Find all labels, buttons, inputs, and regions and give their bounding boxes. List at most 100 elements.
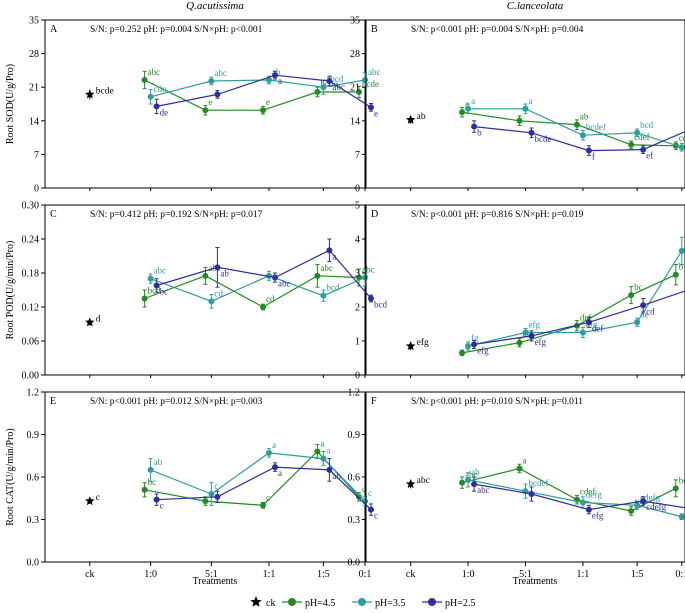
data-point — [368, 295, 374, 302]
data-point — [202, 107, 209, 114]
panel-letter: F — [371, 396, 377, 407]
series-pH=3.5: aabcdefbcddef — [465, 96, 685, 152]
data-point — [459, 109, 466, 116]
y-tick-label: 0.3 — [348, 515, 361, 526]
data-point — [326, 77, 333, 84]
significance-letter: defg — [586, 490, 602, 500]
data-point — [260, 304, 266, 310]
data-point — [471, 481, 478, 488]
y-tick-label: 0 — [355, 371, 360, 382]
significance-letter: a — [471, 96, 475, 106]
y-tick-label: 0.3 — [27, 515, 40, 526]
legend-item-pH=2.5: pH=2.5 — [422, 598, 475, 609]
significance-letter: ab — [580, 112, 589, 122]
series-pH=2.5: efgefgdefcdbc — [471, 288, 685, 355]
data-point — [640, 302, 647, 309]
data-point — [368, 506, 374, 513]
data-point — [585, 319, 592, 326]
significance-letter: e — [208, 97, 212, 107]
data-point — [573, 121, 580, 128]
significance-letter: efg — [586, 320, 598, 330]
x-axis-titles: Treatments Treatments — [193, 576, 558, 587]
data-point — [634, 319, 641, 326]
panel-stats: S/N: p<0.001 pH: p=0.012 S/N×pH: p=0.003 — [90, 397, 263, 407]
ck-letter: efg — [417, 337, 429, 348]
data-point — [356, 493, 362, 500]
data-point — [628, 508, 635, 514]
data-point — [208, 491, 215, 497]
data-point — [362, 77, 368, 83]
data-point — [640, 498, 647, 505]
data-point — [528, 129, 535, 136]
y-tick-label: 28 — [29, 49, 39, 60]
data-point — [678, 513, 685, 520]
legend-marker — [358, 598, 366, 606]
significance-letter: bcd — [640, 120, 653, 130]
significance-letter: abc — [320, 263, 333, 273]
data-point — [208, 77, 215, 84]
y-tick-label: 14 — [350, 116, 360, 127]
data-point — [266, 77, 272, 83]
data-point — [314, 89, 321, 95]
y-axis-label: Root SOD(U/g/Pro) — [5, 64, 16, 144]
data-point — [214, 493, 221, 500]
significance-letter: bcd — [679, 475, 685, 485]
y-tick-label: 0.12 — [22, 303, 40, 314]
panel-frame — [44, 19, 366, 189]
ck-letter: abc — [417, 476, 430, 486]
column-title-left: Q.acutissima — [186, 0, 244, 12]
legend-star — [250, 596, 262, 607]
data-point — [672, 271, 679, 278]
significance-letter: a — [326, 446, 330, 456]
y-tick-label: 3 — [355, 269, 360, 280]
data-point — [272, 72, 278, 79]
data-point — [260, 502, 266, 509]
panel-F: F S/N: p<0.001 pH: p=0.010 S/N×pH: p=0.01… — [348, 388, 685, 580]
data-point — [314, 272, 321, 279]
data-point — [260, 107, 266, 114]
legend-item-pH=3.5: pH=3.5 — [352, 598, 405, 609]
y-tick-label: 0.30 — [22, 201, 40, 212]
series-pH=3.5: abbcdefdefgcdefgg — [465, 467, 685, 520]
panel-frame — [44, 391, 366, 563]
significance-letter: a — [332, 251, 336, 261]
y-tick-label: 7 — [355, 150, 360, 161]
series-pH=2.5: c a ab c — [153, 458, 378, 521]
significance-letter: efg — [535, 337, 547, 347]
panel-stats: S/N: p<0.001 pH: p=0.010 S/N×pH: p=0.011 — [411, 397, 583, 407]
series-pH=2.5: bc ab abc a bcd — [153, 238, 387, 310]
data-point — [465, 105, 472, 112]
y-tick-label: 21 — [350, 83, 360, 94]
panel-E: E S/N: p<0.001 pH: p=0.012 S/N×pH: p=0.00… — [5, 388, 378, 581]
x-axis-title-right: Treatments — [513, 576, 558, 587]
y-tick-label: 4 — [355, 235, 360, 246]
panel-letter: A — [50, 24, 58, 35]
column-titles: Q.acutissima C.lanceolata — [186, 0, 564, 12]
data-point — [522, 105, 529, 112]
significance-letter: ef — [646, 151, 653, 161]
data-point — [585, 147, 592, 154]
significance-letter: b — [679, 262, 684, 272]
series-line — [467, 250, 683, 347]
y-tick-label: 35 — [29, 16, 39, 27]
data-point — [202, 272, 209, 279]
data-point — [141, 77, 148, 83]
significance-letter: bcde — [362, 79, 379, 89]
y-tick-label: 0.06 — [22, 337, 40, 348]
data-point — [471, 123, 478, 130]
significance-letter: abc — [214, 68, 227, 78]
data-point — [147, 466, 154, 473]
y-tick-label: 0.0 — [27, 558, 40, 569]
panel-frame — [44, 204, 366, 376]
data-point — [585, 506, 592, 513]
significance-letter: abc — [368, 67, 381, 77]
data-point — [272, 274, 278, 281]
significance-letter: ab — [332, 471, 341, 481]
data-point — [579, 499, 586, 506]
y-tick-label: 0.18 — [22, 269, 40, 280]
panel-letter: B — [371, 24, 378, 35]
significance-letter: a — [272, 440, 276, 450]
significance-letter: abc — [332, 82, 345, 92]
